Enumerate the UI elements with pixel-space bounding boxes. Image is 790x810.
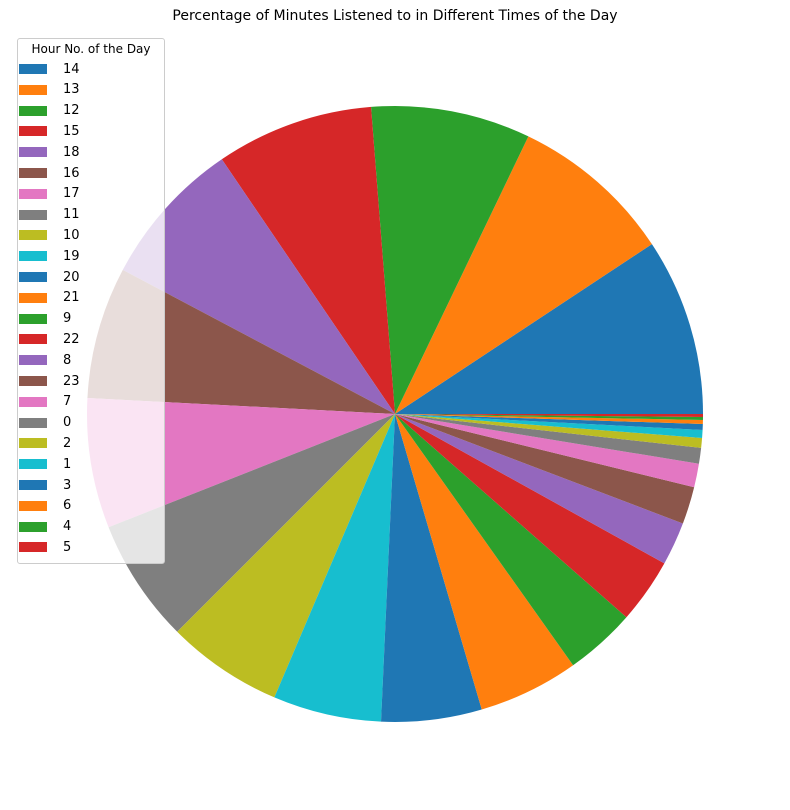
legend-swatch <box>19 84 47 95</box>
legend-label: 11 <box>63 207 80 223</box>
legend-entry-13: 13 <box>19 80 80 100</box>
legend-label: 14 <box>63 61 80 77</box>
legend-entry-7: 7 <box>19 392 72 412</box>
legend-swatch <box>19 376 47 386</box>
pie-slice-hour-5 <box>395 414 704 417</box>
legend-swatch <box>19 542 47 553</box>
legend-swatch <box>19 480 47 490</box>
legend-label: 21 <box>63 290 80 306</box>
pie-slice-hour-14 <box>395 244 703 414</box>
legend-swatch <box>19 313 47 324</box>
legend-entry-16: 16 <box>19 163 80 183</box>
legend-swatch <box>19 355 47 366</box>
legend-entry-4: 4 <box>19 517 72 537</box>
legend-swatch <box>19 251 47 262</box>
legend-swatch <box>19 334 47 345</box>
legend: Hour No. of the Day 14 13 12 15 18 16 17 11 10 19… <box>17 38 165 564</box>
chart-title: Percentage of Minutes Listened to in Dif… <box>172 8 618 24</box>
legend-entry-22: 22 <box>19 329 80 349</box>
legend-label: 17 <box>63 186 80 202</box>
legend-label: 18 <box>63 144 80 160</box>
legend-entry-21: 21 <box>19 288 80 308</box>
legend-label: 6 <box>63 498 72 514</box>
legend-entry-8: 8 <box>19 350 72 370</box>
legend-swatch <box>19 417 47 428</box>
pie-slice-hour-3 <box>395 414 703 430</box>
pie-slices <box>87 105 704 722</box>
pie-slice-hour-1 <box>395 414 703 438</box>
pie-slice-hour-10 <box>177 414 395 698</box>
legend-swatch <box>19 396 47 407</box>
legend-label: 5 <box>63 539 72 555</box>
legend-label: 3 <box>63 477 72 493</box>
legend-label: 9 <box>63 311 72 327</box>
pie-slice-hour-7 <box>395 414 699 488</box>
pie-slice-hour-23 <box>395 414 695 524</box>
legend-label: 15 <box>63 123 80 139</box>
legend-entry-12: 12 <box>19 101 80 121</box>
legend-entry-5: 5 <box>19 537 72 557</box>
pie-slice-hour-12 <box>371 105 529 414</box>
pie-slice-hour-13 <box>395 136 652 414</box>
legend-label: 12 <box>63 103 80 119</box>
legend-swatch <box>19 272 47 282</box>
legend-swatch <box>19 500 47 511</box>
legend-label: 1 <box>63 456 72 472</box>
pie-slice-hour-4 <box>395 414 703 420</box>
pie-slice-hour-0 <box>395 414 702 464</box>
legend-swatch <box>19 64 47 74</box>
legend-label: 13 <box>63 82 80 98</box>
legend-entry-18: 18 <box>19 142 80 162</box>
legend-entry-17: 17 <box>19 184 80 204</box>
legend-swatch <box>19 209 47 220</box>
legend-entry-23: 23 <box>19 371 80 391</box>
legend-swatch <box>19 147 47 158</box>
pie-slice-hour-19 <box>274 414 395 722</box>
pie-slice-hour-11 <box>108 414 395 632</box>
legend-label: 7 <box>63 394 72 410</box>
legend-entry-11: 11 <box>19 205 80 225</box>
legend-label: 23 <box>63 373 80 389</box>
legend-entry-1: 1 <box>19 454 72 474</box>
pie-slice-hour-15 <box>221 106 395 415</box>
legend-entry-3: 3 <box>19 475 72 495</box>
pie-slice-hour-18 <box>122 159 395 414</box>
legend-swatch <box>19 188 47 199</box>
legend-entry-15: 15 <box>19 121 80 141</box>
legend-swatch <box>19 126 47 137</box>
legend-swatch <box>19 521 47 532</box>
legend-entry-6: 6 <box>19 496 72 516</box>
legend-swatch <box>19 105 47 116</box>
legend-label: 4 <box>63 519 72 535</box>
legend-label: 22 <box>63 331 80 347</box>
legend-entry-0: 0 <box>19 413 72 433</box>
pie-slice-hour-20 <box>381 414 482 722</box>
legend-entry-14: 14 <box>19 59 80 79</box>
pie-slice-hour-6 <box>395 414 703 424</box>
pie-slice-hour-21 <box>395 414 574 710</box>
legend-swatch <box>19 438 47 449</box>
legend-label: 19 <box>63 248 80 264</box>
legend-swatch <box>19 459 47 470</box>
legend-label: 16 <box>63 165 80 181</box>
legend-title: Hour No. of the Day <box>31 42 151 56</box>
legend-entry-10: 10 <box>19 225 80 245</box>
pie-slice-hour-9 <box>395 414 627 666</box>
legend-label: 8 <box>63 352 72 368</box>
pie-slice-hour-2 <box>395 414 703 448</box>
legend-entry-9: 9 <box>19 309 72 329</box>
pie-slice-hour-22 <box>395 414 665 618</box>
legend-label: 2 <box>63 435 72 451</box>
legend-swatch <box>19 230 47 241</box>
pie-slice-hour-8 <box>395 414 683 564</box>
legend-swatch <box>19 292 47 303</box>
legend-label: 20 <box>63 269 80 285</box>
legend-swatch <box>19 168 47 178</box>
legend-entry-19: 19 <box>19 246 80 266</box>
legend-entry-20: 20 <box>19 267 80 287</box>
legend-label: 10 <box>63 227 80 243</box>
legend-entry-2: 2 <box>19 433 72 453</box>
legend-label: 0 <box>63 415 72 431</box>
